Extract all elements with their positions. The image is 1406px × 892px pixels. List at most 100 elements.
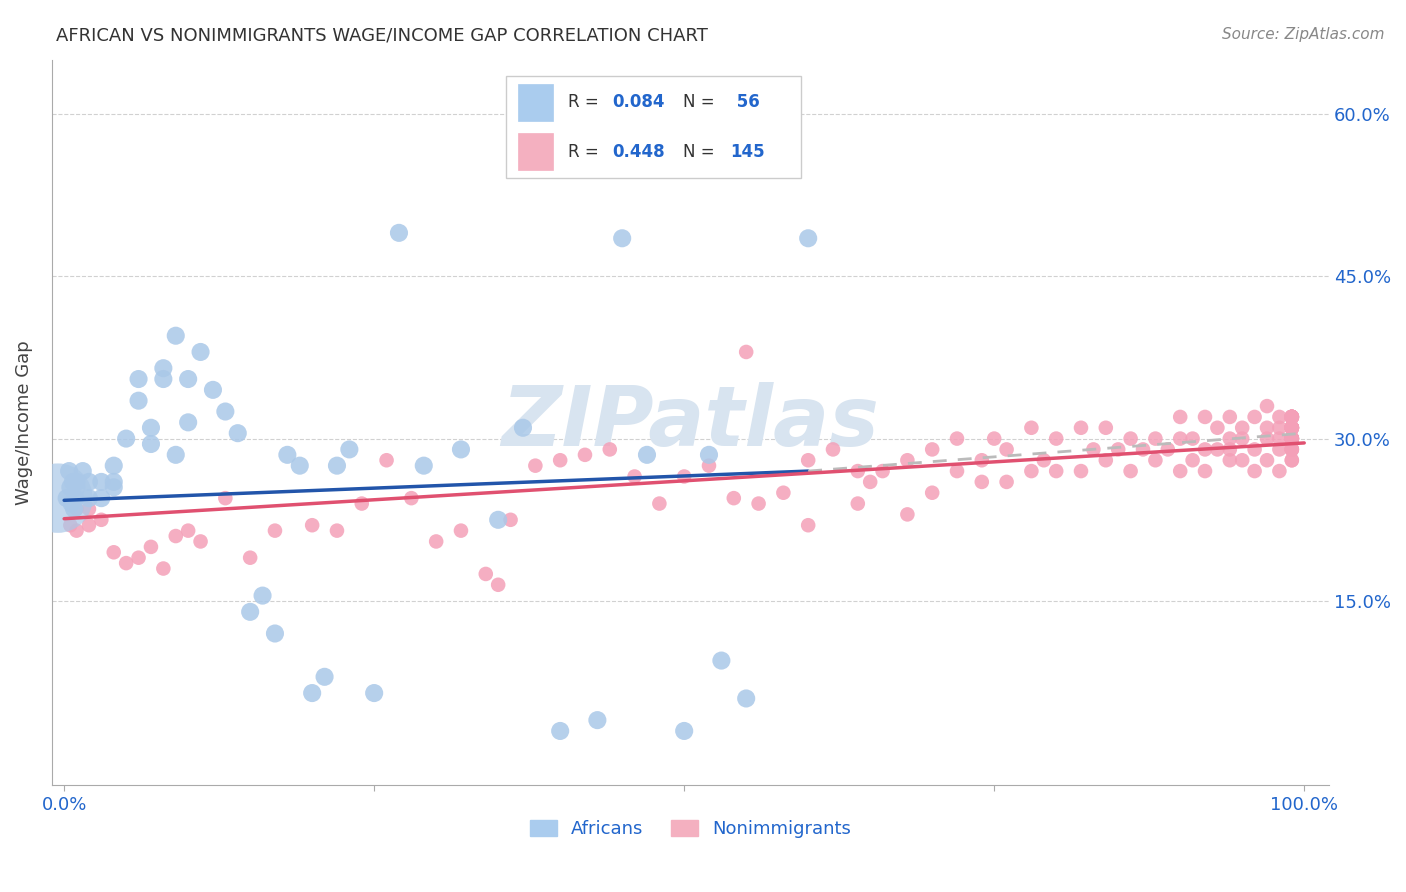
- Text: N =: N =: [683, 94, 720, 112]
- Legend: Africans, Nonimmigrants: Africans, Nonimmigrants: [523, 813, 858, 845]
- Point: [425, 534, 447, 549]
- Point: [177, 372, 200, 386]
- Point: [512, 421, 534, 435]
- Point: [735, 691, 758, 706]
- Point: [226, 426, 249, 441]
- Point: [1281, 442, 1303, 457]
- Text: AFRICAN VS NONIMMIGRANTS WAGE/INCOME GAP CORRELATION CHART: AFRICAN VS NONIMMIGRANTS WAGE/INCOME GAP…: [56, 27, 709, 45]
- Point: [350, 497, 373, 511]
- Point: [77, 518, 100, 533]
- Point: [1132, 442, 1154, 457]
- Point: [1281, 409, 1303, 424]
- Point: [486, 578, 509, 592]
- Point: [165, 529, 187, 543]
- Point: [1281, 432, 1303, 446]
- Point: [1281, 421, 1303, 435]
- Point: [1144, 432, 1167, 446]
- Point: [1032, 453, 1054, 467]
- Point: [697, 448, 720, 462]
- Point: [1144, 453, 1167, 467]
- Point: [264, 524, 287, 538]
- Point: [177, 415, 200, 429]
- Point: [1168, 432, 1191, 446]
- Point: [1094, 421, 1116, 435]
- Point: [1256, 421, 1278, 435]
- Text: ZIPatlas: ZIPatlas: [502, 382, 879, 463]
- Point: [1181, 432, 1204, 446]
- Point: [1232, 421, 1254, 435]
- Point: [995, 475, 1018, 489]
- Point: [1281, 432, 1303, 446]
- Point: [970, 475, 993, 489]
- Point: [139, 437, 162, 451]
- Text: Source: ZipAtlas.com: Source: ZipAtlas.com: [1222, 27, 1385, 42]
- Point: [152, 361, 174, 376]
- Bar: [517, 133, 554, 170]
- Point: [548, 723, 571, 738]
- Point: [1281, 409, 1303, 424]
- Point: [1070, 421, 1092, 435]
- Point: [1281, 421, 1303, 435]
- Point: [946, 432, 969, 446]
- Point: [190, 345, 212, 359]
- Point: [115, 432, 138, 446]
- Point: [62, 475, 84, 489]
- Point: [77, 502, 100, 516]
- Point: [337, 442, 360, 457]
- Point: [326, 458, 349, 473]
- Point: [586, 713, 609, 727]
- Point: [1281, 409, 1303, 424]
- Point: [301, 686, 323, 700]
- Point: [1194, 409, 1216, 424]
- Point: [190, 534, 212, 549]
- Point: [301, 518, 323, 533]
- Point: [797, 453, 820, 467]
- Point: [995, 442, 1018, 457]
- Point: [90, 513, 112, 527]
- Point: [723, 491, 745, 505]
- Point: [1281, 421, 1303, 435]
- Point: [239, 550, 262, 565]
- Point: [896, 508, 918, 522]
- Point: [103, 475, 125, 489]
- Point: [797, 231, 820, 245]
- Point: [1107, 442, 1129, 457]
- Text: R =: R =: [568, 94, 605, 112]
- Point: [1045, 464, 1067, 478]
- Point: [1281, 409, 1303, 424]
- Point: [288, 458, 311, 473]
- Point: [710, 654, 733, 668]
- Point: [474, 566, 496, 581]
- Point: [1194, 442, 1216, 457]
- Point: [486, 513, 509, 527]
- Point: [214, 404, 236, 418]
- Point: [1157, 442, 1180, 457]
- Text: 0.448: 0.448: [613, 143, 665, 161]
- Point: [524, 458, 547, 473]
- Point: [1281, 432, 1303, 446]
- Point: [65, 475, 87, 489]
- Point: [239, 605, 262, 619]
- Point: [72, 464, 94, 478]
- Point: [1281, 409, 1303, 424]
- Point: [128, 372, 150, 386]
- Point: [1219, 432, 1241, 446]
- Point: [921, 485, 943, 500]
- Point: [401, 491, 423, 505]
- Point: [612, 231, 634, 245]
- Point: [1281, 432, 1303, 446]
- Point: [1281, 421, 1303, 435]
- Point: [599, 442, 621, 457]
- Point: [1243, 464, 1265, 478]
- Point: [499, 513, 522, 527]
- Bar: [517, 84, 554, 121]
- Point: [65, 524, 87, 538]
- Point: [859, 475, 882, 489]
- Point: [1281, 432, 1303, 446]
- Point: [1232, 453, 1254, 467]
- Point: [177, 524, 200, 538]
- Point: [1281, 432, 1303, 446]
- Point: [1219, 442, 1241, 457]
- Point: [1281, 432, 1303, 446]
- Point: [872, 464, 894, 478]
